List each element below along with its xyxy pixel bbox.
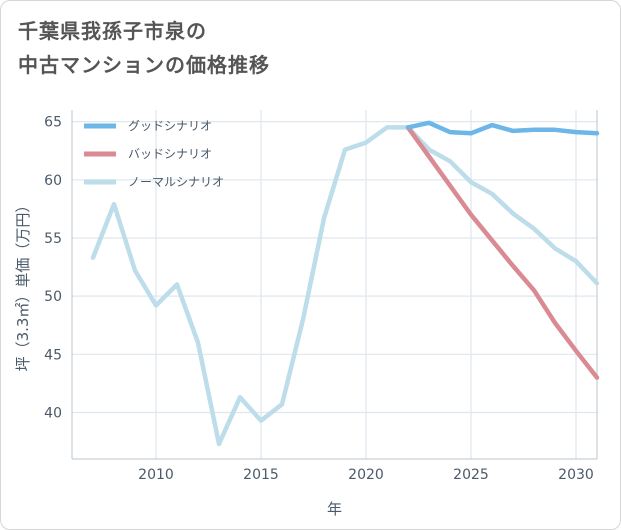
series-line-2 <box>90 125 600 447</box>
chart-title-line-2: 中古マンションの価格推移 <box>18 53 270 77</box>
series-line-0 <box>405 120 600 136</box>
y-tick-label: 55 <box>44 231 62 247</box>
gridlines <box>72 110 597 459</box>
y-tick-label: 40 <box>44 405 62 421</box>
legend-label-1: バッドシナリオ <box>128 147 212 161</box>
tick-labels: 40 45 50 55 60 65 2010 2015 2020 2025 2030 <box>44 115 594 483</box>
x-tick-label: 2030 <box>558 467 594 483</box>
x-tick-label: 2015 <box>243 467 279 483</box>
series-lines <box>90 120 600 447</box>
y-tick-label: 65 <box>44 115 62 131</box>
axes <box>71 110 598 460</box>
y-tick-label: 50 <box>44 289 62 305</box>
legend-label-0: グッドシナリオ <box>128 119 212 133</box>
y-tick-label: 45 <box>44 347 62 363</box>
y-axis-label: 坪（3.3㎡）単価（万円） <box>14 198 32 372</box>
x-tick-label: 2010 <box>138 467 174 483</box>
x-tick-label: 2025 <box>453 467 489 483</box>
chart-title: 千葉県我孫子市泉の 中古マンションの価格推移 <box>18 14 438 82</box>
series-line-1 <box>405 125 600 380</box>
x-axis-label: 年 <box>327 500 342 518</box>
legend-label-2: ノーマルシナリオ <box>128 175 224 189</box>
y-tick-label: 60 <box>44 173 62 189</box>
chart-title-line-1: 千葉県我孫子市泉の <box>18 19 207 43</box>
x-tick-label: 2020 <box>348 467 384 483</box>
